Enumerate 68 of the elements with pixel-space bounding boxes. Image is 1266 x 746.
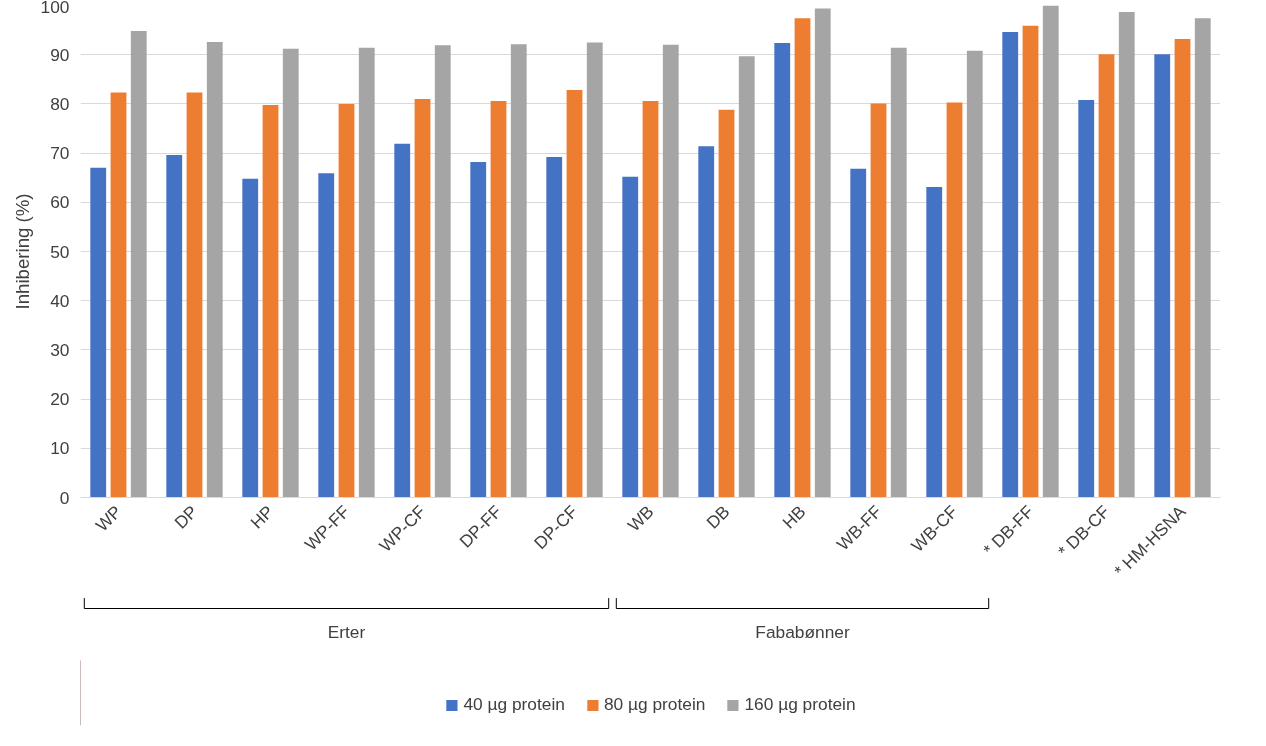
- bar: [662, 44, 679, 498]
- bar: [510, 44, 527, 498]
- bar: [90, 167, 107, 498]
- bar: [1174, 38, 1191, 498]
- bar: [1118, 11, 1135, 498]
- y-tick-label: 30: [50, 339, 70, 360]
- bar: [414, 98, 431, 498]
- bar: [186, 92, 203, 498]
- bar: [622, 176, 639, 498]
- bar: [434, 45, 451, 498]
- bar: [642, 100, 659, 498]
- text: Erter: [327, 621, 366, 642]
- bar: [850, 168, 867, 498]
- bar: [774, 42, 791, 498]
- bar: [890, 47, 907, 498]
- bar: [130, 31, 147, 498]
- bar: [718, 109, 735, 498]
- bar: [166, 155, 183, 498]
- y-tick-label: 0: [59, 487, 70, 508]
- bar: [206, 41, 223, 498]
- y-tick-label: 90: [50, 44, 70, 65]
- bar: [490, 100, 507, 498]
- y-tick-label: 70: [50, 143, 70, 164]
- bar: [1154, 54, 1171, 498]
- bar: [546, 157, 563, 498]
- legend-label: 160 µg protein: [744, 694, 856, 715]
- bar: [966, 50, 983, 498]
- bar: [1098, 54, 1115, 498]
- bar: [338, 103, 355, 498]
- bar: [358, 47, 375, 498]
- bar: [282, 48, 299, 498]
- bar: [1002, 32, 1019, 498]
- bar: [394, 143, 411, 498]
- bar: [870, 103, 887, 498]
- legend-label: 40 µg protein: [463, 694, 565, 715]
- bar: [1194, 18, 1211, 498]
- bar: [566, 90, 583, 498]
- bar: [814, 8, 831, 498]
- bar: [470, 161, 487, 498]
- bar: [586, 42, 603, 498]
- bar: [738, 56, 755, 498]
- bar: [698, 146, 715, 498]
- bar: [946, 102, 963, 498]
- bar: [1022, 25, 1039, 498]
- y-tick-label: 80: [50, 93, 70, 114]
- y-tick-label: 10: [50, 438, 70, 459]
- legend-label: 80 µg protein: [603, 694, 706, 715]
- bar: [794, 18, 811, 498]
- bar: [1042, 5, 1059, 498]
- y-tick-label: 100: [40, 0, 70, 17]
- x-tick-label: WP: [91, 501, 126, 536]
- y-tick-label: 20: [50, 389, 70, 410]
- x-tick-label: HP: [246, 501, 278, 533]
- y-axis-title: Inhibering (%): [11, 193, 33, 310]
- bar: [262, 104, 279, 498]
- x-tick-label: DB: [702, 501, 734, 533]
- y-tick-label: 60: [50, 192, 70, 213]
- text: Fababønner: [755, 621, 850, 642]
- bar: [1078, 99, 1095, 498]
- x-tick-label: HB: [778, 501, 810, 533]
- x-tick-label: DP: [170, 501, 202, 533]
- bar: [242, 178, 259, 498]
- y-tick-label: 40: [50, 290, 70, 311]
- bar: [926, 187, 943, 498]
- bar: [318, 173, 335, 498]
- x-tick-label: WB: [623, 501, 658, 536]
- bar: [110, 92, 127, 498]
- y-tick-label: 50: [50, 241, 70, 262]
